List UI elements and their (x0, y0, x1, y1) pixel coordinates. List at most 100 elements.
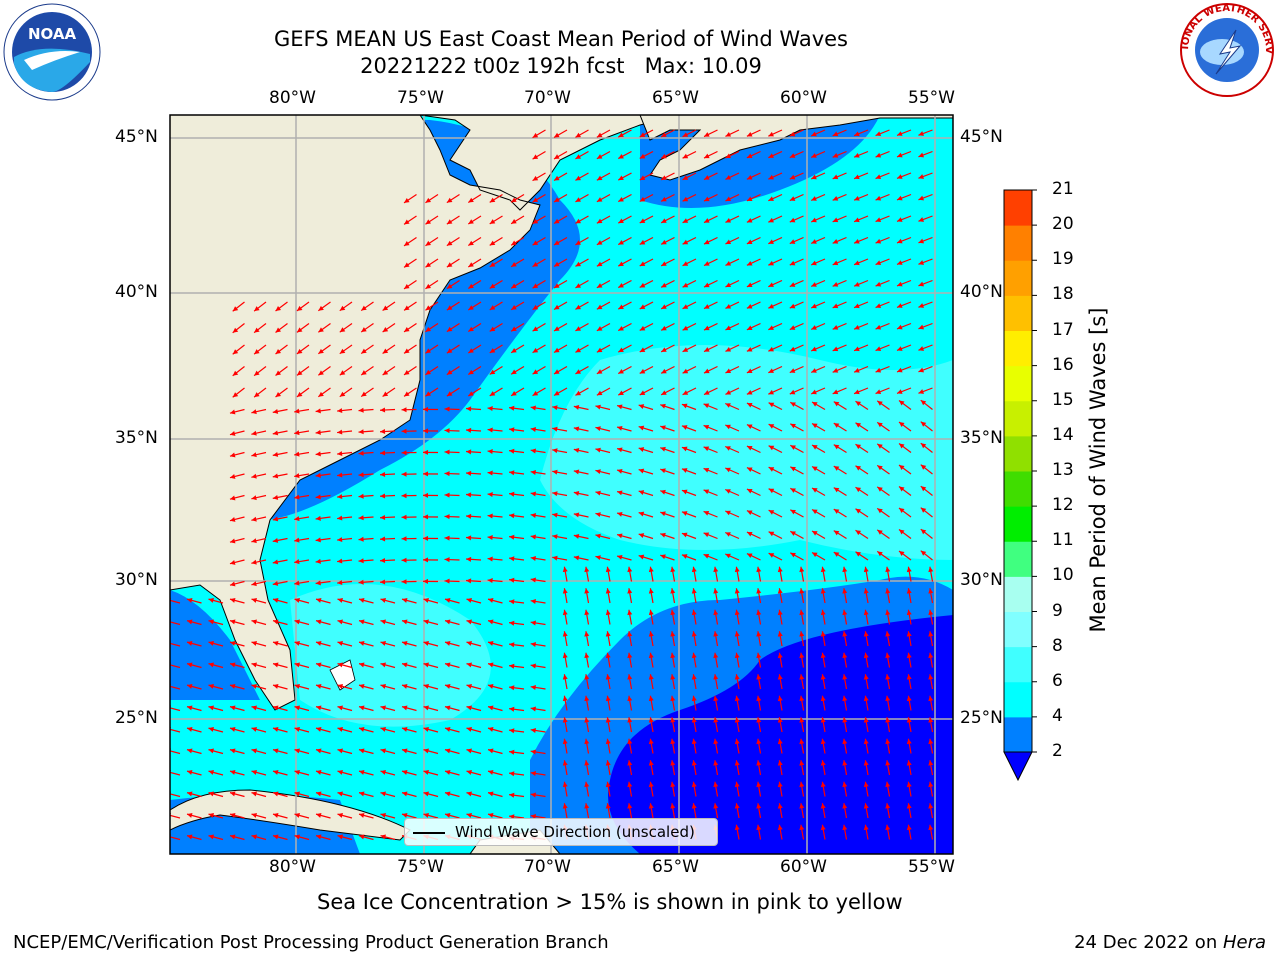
wave-direction-arrowhead (445, 683, 451, 689)
wave-direction-arrowhead (251, 812, 257, 818)
wave-direction-arrowhead (488, 705, 494, 711)
wave-direction-arrowhead (294, 791, 300, 797)
wave-direction-arrowhead (897, 238, 903, 244)
wave-direction-arrowhead (832, 239, 839, 244)
wave-direction-arrowhead (187, 791, 193, 797)
wave-direction-arrowhead (854, 346, 860, 352)
colorbar-tick-label: 9 (1052, 600, 1063, 621)
wave-direction-arrowhead (337, 558, 343, 564)
wave-direction-arrowhead (854, 281, 860, 287)
legend-label: Wind Wave Direction (unscaled) (455, 823, 695, 841)
wave-direction-arrowhead (855, 444, 862, 450)
colorbar-under-arrow (1003, 751, 1033, 782)
wave-direction-arrowhead (661, 239, 667, 245)
wave-direction-arrowhead (746, 260, 753, 266)
wave-direction-arrowhead (380, 514, 386, 520)
wave-direction-arrowhead (315, 515, 321, 521)
wave-direction-arrowhead (402, 705, 408, 711)
wave-direction-arrowhead (618, 154, 624, 159)
wave-direction-arrowhead (251, 409, 257, 415)
wave-direction-arrowhead (863, 695, 869, 702)
wave-direction-arrowhead (833, 552, 840, 557)
wave-direction-arrowhead (425, 305, 431, 311)
wave-direction-arrowhead (444, 449, 450, 455)
colorbar-tick-label: 16 (1052, 354, 1074, 375)
wave-direction-arrowhead (799, 652, 805, 659)
wave-direction-arrowhead (575, 132, 582, 138)
wave-direction-arrowhead (294, 473, 300, 479)
wave-direction-arrowhead (768, 445, 775, 451)
wave-direction-arrowhead (532, 326, 539, 332)
wave-direction-arrowhead (509, 513, 515, 519)
wave-direction-arrowhead (746, 424, 753, 429)
wave-direction-arrowhead (444, 535, 450, 541)
wave-direction-arrowhead (251, 748, 257, 754)
wave-direction-arrowhead (489, 369, 496, 375)
wave-direction-arrowhead (713, 652, 719, 659)
wave-direction-arrowhead (789, 389, 796, 395)
wave-direction-arrowhead (402, 683, 408, 689)
wave-direction-arrowhead (906, 803, 912, 809)
wave-direction-arrowhead (691, 738, 697, 745)
wave-direction-arrowhead (468, 305, 474, 310)
wave-direction-arrowhead (466, 597, 472, 603)
wave-direction-arrowhead (832, 368, 839, 373)
wave-direction-arrowhead (725, 175, 732, 180)
wave-direction-arrowhead (584, 717, 590, 723)
wave-direction-arrowhead (618, 240, 624, 245)
wave-direction-arrow (170, 685, 181, 690)
wave-direction-arrowhead (573, 490, 580, 496)
wave-direction-arrowhead (832, 346, 839, 352)
wave-direction-arrowhead (918, 281, 925, 287)
wave-direction-arrowhead (756, 717, 762, 723)
wave-direction-arrowhead (618, 347, 624, 353)
wave-direction-arrowhead (906, 781, 912, 788)
wave-direction-arrowhead (855, 551, 862, 557)
wave-direction-arrowhead (877, 400, 883, 406)
wave-direction-arrowhead (511, 240, 517, 246)
wave-direction-arrowhead (445, 619, 451, 625)
wave-direction-arrowhead (446, 326, 453, 332)
wave-direction-arrowhead (648, 760, 654, 766)
wave-direction-arrowhead (251, 791, 257, 797)
wave-direction-arrowhead (713, 717, 719, 723)
wave-direction-arrowhead (208, 619, 214, 625)
wave-direction-arrowhead (713, 631, 719, 637)
wave-direction-arrowhead (790, 509, 796, 515)
wave-direction-arrowhead (446, 262, 453, 268)
wave-direction-arrowhead (918, 174, 925, 179)
wave-direction-arrowhead (532, 390, 539, 396)
wave-direction-arrow (170, 707, 181, 712)
wave-direction-arrowhead (488, 597, 494, 603)
wave-direction-arrowhead (337, 408, 343, 414)
wave-direction-arrowhead (552, 512, 558, 518)
wave-direction-arrowhead (273, 726, 279, 732)
wave-direction-arrowhead (208, 791, 214, 797)
wave-direction-arrowhead (361, 305, 367, 311)
wave-direction-arrowhead (670, 760, 676, 766)
wave-direction-arrowhead (229, 517, 236, 522)
wave-direction-arrow (170, 814, 181, 819)
wave-direction-arrowhead (294, 662, 300, 668)
wave-direction-arrowhead (530, 534, 536, 540)
wave-direction-arrowhead (337, 769, 343, 775)
wave-direction-arrowhead (811, 196, 817, 201)
wave-direction-arrowhead (229, 538, 236, 544)
wave-direction-arrowhead (627, 760, 633, 766)
wave-direction-arrowhead (187, 705, 193, 711)
wave-direction-arrowhead (734, 803, 740, 809)
wave-direction-arrowhead (777, 803, 783, 809)
wave-direction-arrowhead (487, 556, 493, 562)
wave-direction-arrowhead (337, 515, 343, 521)
wave-direction-arrowhead (854, 389, 860, 395)
wave-direction-arrowhead (691, 674, 697, 680)
wave-direction-arrowhead (444, 578, 450, 584)
wave-direction-arrowhead (446, 391, 453, 397)
wave-direction-arrowhead (928, 695, 934, 702)
wave-direction-arrowhead (648, 652, 654, 659)
sea-ice-note: Sea Ice Concentration > 15% is shown in … (317, 890, 903, 914)
wave-direction-arrowhead (509, 491, 515, 497)
wave-direction-arrowhead (358, 472, 364, 478)
wave-direction-arrowhead (790, 488, 796, 493)
